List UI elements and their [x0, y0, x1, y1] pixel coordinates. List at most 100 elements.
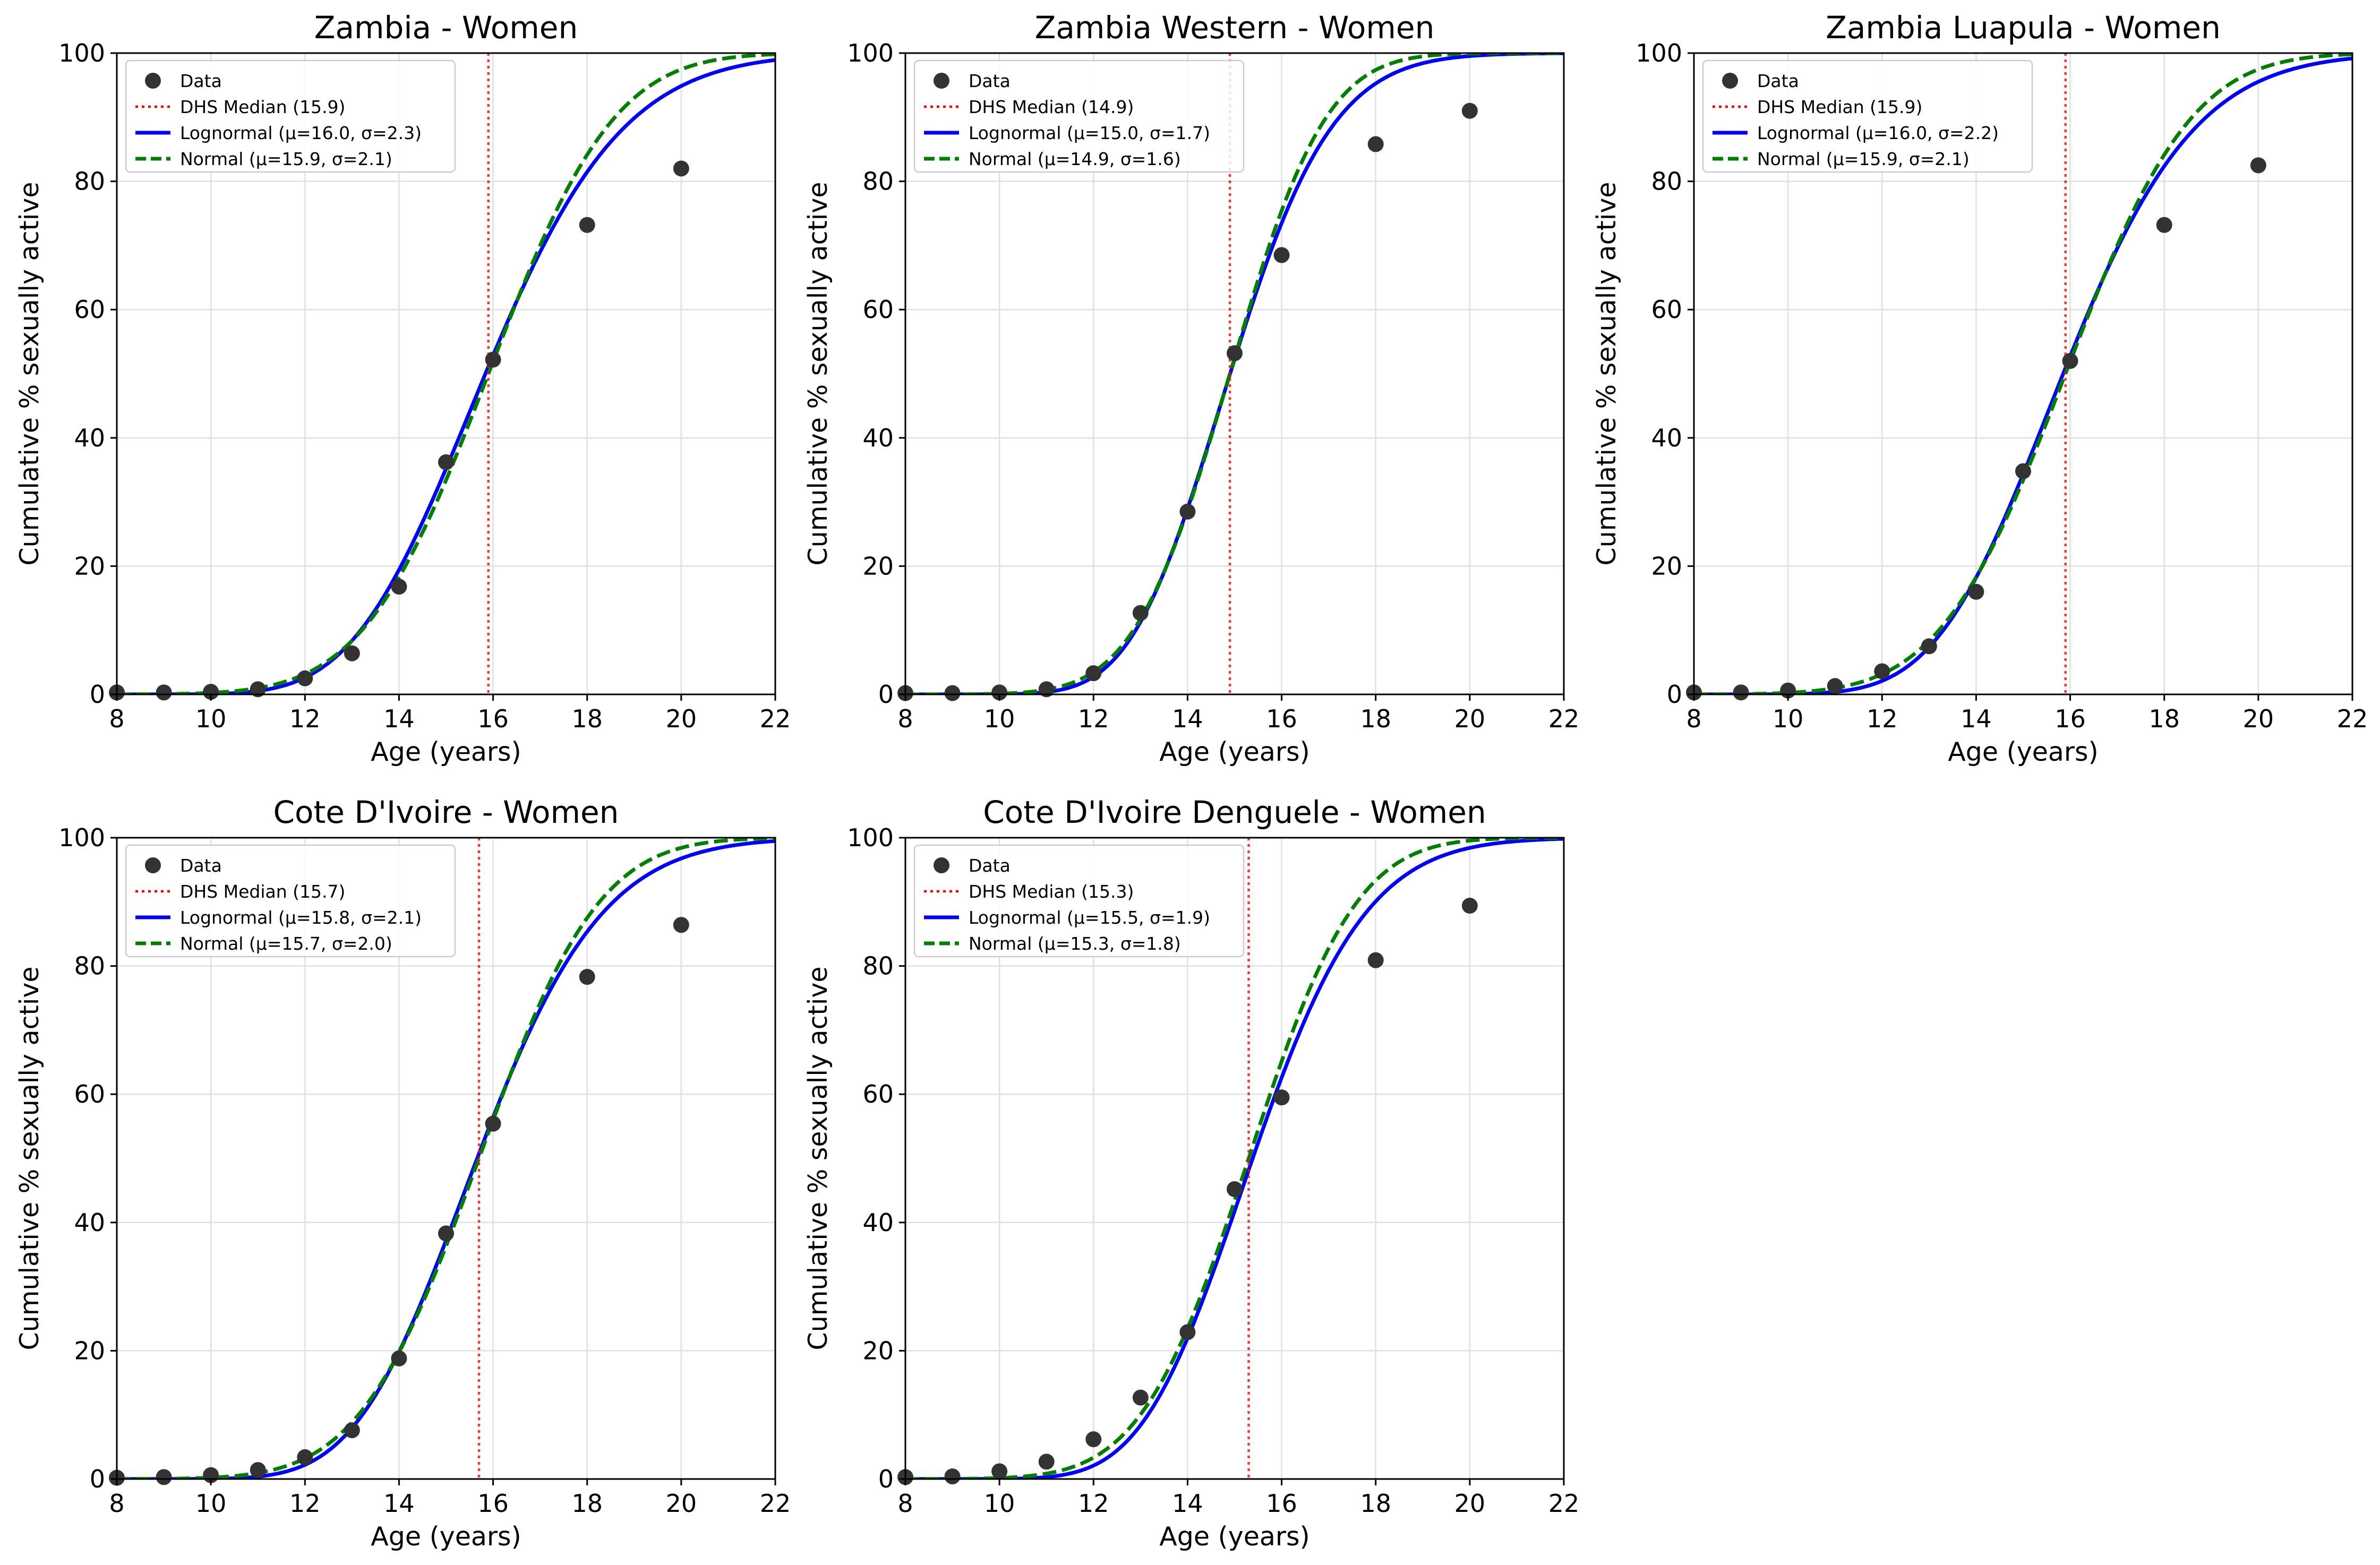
y-tick-label: 80: [862, 952, 894, 981]
y-tick-label: 100: [847, 39, 894, 67]
data-point: [250, 1462, 266, 1478]
y-tick-label: 100: [1636, 39, 1682, 67]
legend-entry: Lognormal (μ=15.5, σ=1.9): [969, 907, 1210, 928]
data-point: [1367, 952, 1384, 968]
data-point: [297, 670, 313, 686]
x-tick-label: 10: [984, 1489, 1015, 1518]
data-points: [1686, 157, 2266, 701]
data-point: [344, 1422, 360, 1439]
x-tick-label: 16: [477, 704, 509, 733]
data-point: [1874, 663, 1890, 680]
normal-curve: [905, 838, 1564, 1479]
data-point: [1367, 136, 1384, 152]
data-point: [1179, 1324, 1196, 1340]
data-point: [1733, 684, 1749, 701]
x-tick-label: 20: [666, 1489, 697, 1518]
legend-marker-data: [1722, 73, 1738, 89]
y-tick-label: 80: [862, 167, 894, 196]
x-tick-label: 16: [2054, 704, 2086, 733]
x-tick-label: 22: [1548, 704, 1580, 733]
panel-4: 8 10 12 14 16 18 20 22 0 20 40 60 80 100 Cote D'Ivoire…: [14, 794, 791, 1552]
legend-box: [125, 844, 456, 958]
data-point: [2015, 463, 2031, 479]
data-point: [1038, 681, 1055, 698]
y-tick-label: 60: [74, 295, 105, 324]
x-tick-label: 18: [2148, 704, 2180, 733]
legend: Data DHS Median (15.9) Lognormal (μ=16.0, …: [125, 59, 456, 173]
x-tick-label: 8: [109, 1489, 124, 1518]
legend-box: [913, 844, 1245, 958]
data-point: [438, 1225, 454, 1242]
y-tick-label: 40: [862, 1208, 894, 1237]
legend-entry: DHS Median (15.9): [180, 97, 345, 117]
data-point: [391, 579, 407, 595]
data-point: [297, 1449, 313, 1465]
x-tick-label: 14: [383, 1489, 415, 1518]
x-tick-label: 18: [571, 704, 603, 733]
x-tick-label: 18: [1360, 1489, 1391, 1518]
chart-title: Zambia - Women: [314, 10, 578, 46]
legend-entry: Normal (μ=15.3, σ=1.8): [969, 933, 1181, 954]
data-point: [1132, 605, 1149, 621]
data-point: [203, 684, 219, 700]
y-axis-label: Cumulative % sexually active: [803, 966, 833, 1350]
x-tick-label: 14: [1172, 1489, 1203, 1518]
x-tick-label: 8: [1686, 704, 1701, 733]
legend-entry: Normal (μ=15.9, σ=2.1): [1757, 149, 1970, 169]
axes-frame: [904, 837, 1565, 1480]
y-tick-label: 20: [74, 552, 105, 580]
data-point: [1085, 665, 1102, 682]
legend-entry: Data: [969, 855, 1011, 876]
legend: Data DHS Median (15.9) Lognormal (μ=16.0, …: [1702, 59, 2033, 173]
x-tick-label: 20: [1454, 1489, 1486, 1518]
panel-5: 8 10 12 14 16 18 20 22 0 20 40 60 80 100 Cote D'Ivoire…: [803, 794, 1579, 1552]
legend-entry: Lognormal (μ=15.0, σ=1.7): [969, 123, 1210, 143]
x-tick-label: 16: [477, 1489, 509, 1518]
x-tick-label: 12: [1078, 1489, 1109, 1518]
x-tick-label: 12: [289, 704, 321, 733]
data-point: [1227, 1181, 1243, 1197]
x-tick-label: 10: [1773, 704, 1804, 733]
data-point: [250, 681, 266, 698]
legend-entry: Data: [969, 71, 1011, 91]
x-tick-label: 20: [666, 704, 697, 733]
legend-entry: Lognormal (μ=16.0, σ=2.2): [1757, 123, 1999, 143]
x-tick-label: 22: [1548, 1489, 1580, 1518]
legend-entry: Normal (μ=15.9, σ=2.1): [180, 149, 392, 169]
y-tick-label: 100: [847, 823, 894, 852]
x-axis-label: Age (years): [1159, 1521, 1309, 1552]
x-axis-label: Age (years): [1159, 737, 1309, 767]
data-point: [2062, 352, 2078, 369]
panel-3: 8 10 12 14 16 18 20 22 0 20 40 60 80 100 Zambia Luapul…: [1591, 10, 2368, 767]
legend-entry: Normal (μ=14.9, σ=1.6): [969, 149, 1181, 169]
data-point: [485, 1115, 501, 1132]
y-tick-label: 60: [74, 1080, 105, 1108]
data-point: [1827, 678, 1843, 694]
legend-entry: DHS Median (15.7): [180, 881, 345, 902]
y-tick-label: 80: [1651, 167, 1682, 196]
panel-2: 8 10 12 14 16 18 20 22 0 20 40 60 80 100 Zambia Wester…: [803, 10, 1579, 767]
y-tick-label: 100: [58, 39, 105, 67]
data-point: [991, 1463, 1008, 1480]
y-tick-label: 20: [862, 1336, 894, 1365]
data-point: [1968, 583, 1984, 600]
y-axis-label: Cumulative % sexually active: [1591, 182, 1622, 565]
legend: Data DHS Median (14.9) Lognormal (μ=15.0, …: [913, 59, 1245, 173]
chart-title: Cote D'Ivoire - Women: [273, 794, 619, 830]
data-point: [2250, 157, 2266, 174]
y-tick-label: 0: [90, 680, 105, 709]
y-tick-label: 40: [74, 424, 105, 452]
y-tick-label: 20: [862, 552, 894, 580]
data-point: [485, 351, 501, 368]
legend-entry: Data: [180, 71, 222, 91]
data-point: [391, 1350, 407, 1366]
x-tick-label: 20: [2243, 704, 2274, 733]
data-point: [438, 454, 454, 470]
x-tick-label: 8: [897, 1489, 913, 1518]
chart-title: Cote D'Ivoire Denguele - Women: [983, 794, 1486, 830]
data-points: [897, 898, 1478, 1485]
data-point: [2156, 217, 2172, 233]
data-point: [1085, 1431, 1102, 1448]
x-tick-label: 12: [289, 1489, 321, 1518]
